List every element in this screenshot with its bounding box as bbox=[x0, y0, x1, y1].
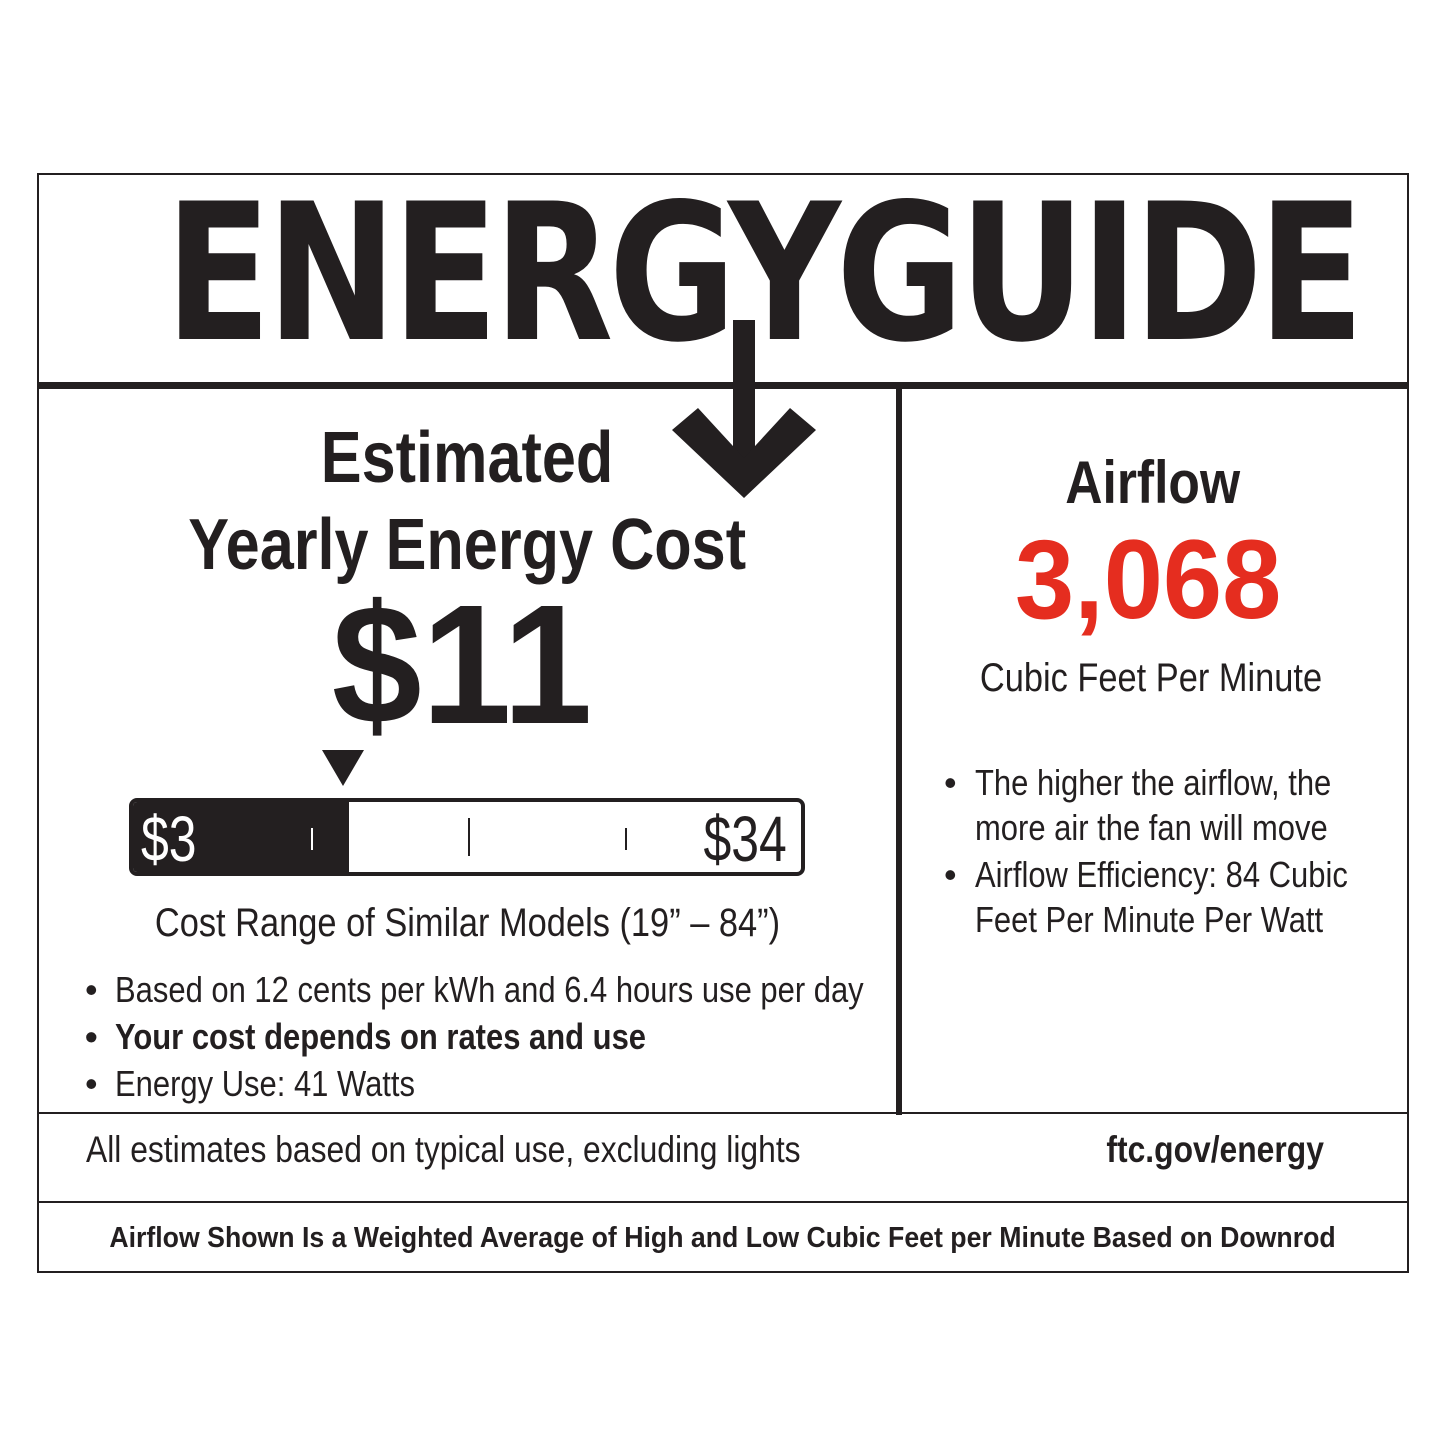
arrow-stem bbox=[733, 320, 755, 470]
bullet-icon: • bbox=[85, 1063, 98, 1104]
energyguide-logo: ENERGYGUIDE bbox=[165, 163, 1364, 384]
range-tick bbox=[468, 818, 470, 856]
arrow-head bbox=[672, 408, 816, 498]
range-min-label: $3 bbox=[141, 803, 197, 875]
cost-range-bar: $3 $34 bbox=[129, 798, 805, 876]
yearly-cost-value: $11 bbox=[332, 570, 593, 760]
cost-bullet-item: • Energy Use: 41 Watts bbox=[85, 1060, 986, 1107]
footer-divider bbox=[37, 1112, 1409, 1114]
header-divider bbox=[37, 382, 1409, 389]
logo-text: ENERGYGUIDE bbox=[165, 163, 1364, 384]
cost-bullet-item: • Based on 12 cents per kWh and 6.4 hours… bbox=[85, 966, 986, 1013]
cost-bullet-item: • Your cost depends on rates and use bbox=[85, 1013, 986, 1060]
airflow-bullet-item: • Airflow Efficiency: 84 Cubic Feet Per Mi… bbox=[944, 854, 1348, 940]
down-arrow-icon bbox=[672, 320, 816, 498]
range-tick bbox=[311, 828, 313, 850]
cost-marker-icon bbox=[322, 750, 364, 786]
bullet-icon: • bbox=[944, 854, 957, 895]
cost-range-caption: Cost Range of Similar Models (19” – 84”) bbox=[154, 901, 781, 945]
airflow-heading: Airflow bbox=[1065, 449, 1241, 516]
ftc-link[interactable]: ftc.gov/energy bbox=[1106, 1129, 1324, 1170]
airflow-bullets: • The higher the airflow, the more air the… bbox=[944, 760, 1409, 942]
cost-range-fill bbox=[133, 802, 349, 872]
cost-heading-line1: Estimated bbox=[321, 418, 614, 498]
range-tick bbox=[625, 828, 627, 850]
disclaimer-box bbox=[37, 1201, 1409, 1273]
bullet-icon: • bbox=[944, 762, 957, 803]
disclaimer-text: Airflow Shown Is a Weighted Average of H… bbox=[109, 1222, 1337, 1254]
airflow-value: 3,068 bbox=[1014, 517, 1282, 642]
cost-heading-line2: Yearly Energy Cost bbox=[188, 505, 747, 585]
bullet-icon: • bbox=[85, 1016, 98, 1057]
cost-bullets: • Based on 12 cents per kWh and 6.4 hours… bbox=[85, 966, 986, 1107]
bullet-icon: • bbox=[85, 969, 98, 1010]
airflow-bullet-item: • The higher the airflow, the more air the… bbox=[944, 762, 1332, 848]
column-divider bbox=[896, 389, 902, 1115]
range-max-label: $34 bbox=[703, 803, 787, 875]
footer-note: All estimates based on typical use, excl… bbox=[86, 1129, 801, 1170]
airflow-unit: Cubic Feet Per Minute bbox=[979, 656, 1322, 700]
